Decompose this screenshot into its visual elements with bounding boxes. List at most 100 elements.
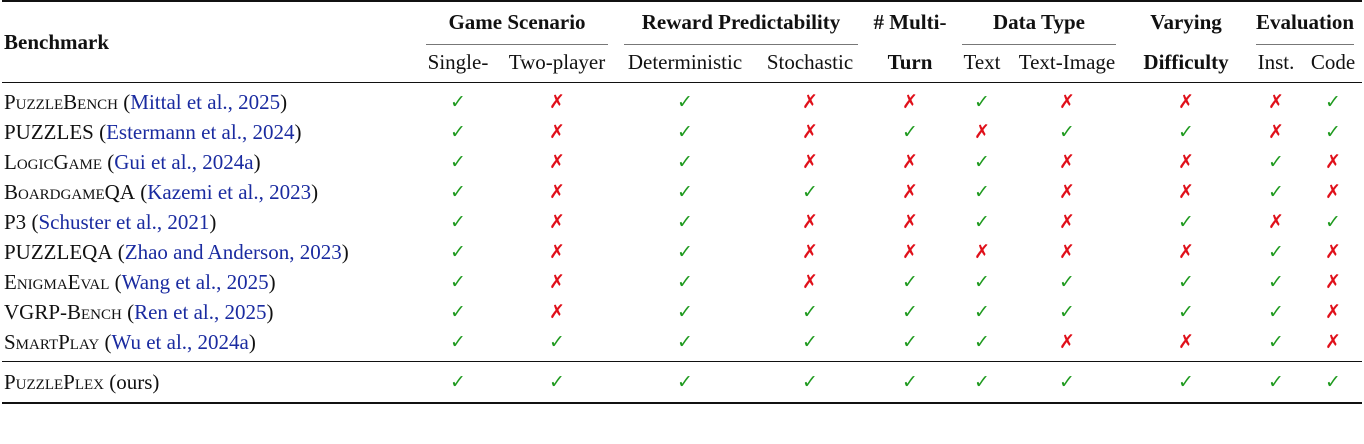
check-mark-icon: ✓ — [1325, 211, 1341, 233]
citation-link[interactable]: Estermann et al., 2024 — [106, 119, 295, 144]
cross-mark-icon: ✗ — [1059, 331, 1075, 353]
cross-mark-icon: ✗ — [1059, 91, 1075, 113]
cross-mark-icon: ✗ — [549, 271, 565, 293]
ours-row: PuzzlePlex (ours) ✓ ✓ ✓ ✓ ✓ ✓ ✓ ✓ ✓ ✓ — [2, 362, 1362, 403]
benchmark-name: PuzzlePlex — [4, 369, 104, 394]
evaluation-header: Evaluation — [1248, 2, 1362, 45]
table-row: SmartPlay (Wu et al., 2024a) ✓ ✓ ✓ ✓ ✓ ✓ ✗ ✗ ✓ ✗ — [2, 327, 1362, 362]
table-row: PUZZLES (Estermann et al., 2024) ✓ ✗ ✓ ✗ ✓ ✗ ✓ ✓… — [2, 117, 1362, 147]
check-mark-icon: ✓ — [549, 331, 565, 353]
benchmark-header: Benchmark — [4, 29, 109, 54]
benchmark-name-cell: BoardgameQA (Kazemi et al., 2023) — [2, 177, 418, 207]
check-mark-icon: ✓ — [677, 241, 693, 263]
cross-mark-icon: ✗ — [549, 151, 565, 173]
citation-paren-close: ) — [280, 89, 288, 114]
cross-mark-icon: ✗ — [1178, 241, 1194, 263]
table-row: BoardgameQA (Kazemi et al., 2023) ✓ ✗ ✓ ✓ ✗ ✓ ✗… — [2, 177, 1362, 207]
benchmark-name-cell: PuzzleBench (Mittal et al., 2025) — [2, 83, 418, 117]
reward-predictability-header: Reward Predictability — [616, 2, 866, 45]
cross-mark-icon: ✗ — [1268, 211, 1284, 233]
check-mark-icon: ✓ — [902, 121, 918, 143]
check-mark-icon: ✓ — [974, 151, 990, 173]
citation-link[interactable]: Gui et al., 2024a — [114, 149, 254, 174]
benchmark-name: PUZZLES — [4, 119, 94, 144]
citation-link[interactable]: Wu et al., 2024a — [111, 329, 249, 354]
citation-link[interactable]: Mittal et al., 2025 — [130, 89, 281, 114]
citation-link[interactable]: Ren et al., 2025 — [134, 299, 267, 324]
stochastic-header: Stochastic — [766, 49, 854, 74]
citation-paren-open: ( — [107, 149, 115, 174]
check-mark-icon: ✓ — [1325, 371, 1341, 393]
table-row: EnigmaEval (Wang et al., 2025) ✓ ✗ ✓ ✗ ✓ ✓ ✓ ✓ ✓ ✗ — [2, 267, 1362, 297]
citation-paren-open: ( — [123, 89, 131, 114]
cross-mark-icon: ✗ — [802, 211, 818, 233]
citation-paren-open: ( — [99, 119, 107, 144]
citation-paren-open: ( — [140, 179, 148, 204]
cross-mark-icon: ✗ — [549, 181, 565, 203]
citation-paren-open: ( — [114, 269, 122, 294]
citation-link[interactable]: Zhao and Anderson, 2023 — [124, 239, 342, 264]
cross-mark-icon: ✗ — [1059, 181, 1075, 203]
benchmark-name-cell: LogicGame (Gui et al., 2024a) — [2, 147, 418, 177]
benchmark-name: P3 — [4, 209, 27, 234]
check-mark-icon: ✓ — [1059, 301, 1075, 323]
cross-mark-icon: ✗ — [902, 211, 918, 233]
multi-turn-header: # Multi- — [873, 9, 947, 34]
cross-mark-icon: ✗ — [1325, 181, 1341, 203]
cross-mark-icon: ✗ — [1325, 271, 1341, 293]
check-mark-icon: ✓ — [974, 371, 990, 393]
check-mark-icon: ✓ — [677, 371, 693, 393]
benchmark-name-cell: P3 (Schuster et al., 2021) — [2, 207, 418, 237]
benchmark-name: PUZZLEQA — [4, 239, 113, 264]
cross-mark-icon: ✗ — [802, 271, 818, 293]
check-mark-icon: ✓ — [1268, 181, 1284, 203]
check-mark-icon: ✓ — [974, 331, 990, 353]
benchmark-name-cell: VGRP-Bench (Ren et al., 2025) — [2, 297, 418, 327]
check-mark-icon: ✓ — [677, 211, 693, 233]
check-mark-icon: ✓ — [1325, 91, 1341, 113]
cross-mark-icon: ✗ — [1178, 151, 1194, 173]
cross-mark-icon: ✗ — [1059, 211, 1075, 233]
cross-mark-icon: ✗ — [549, 301, 565, 323]
check-mark-icon: ✓ — [802, 371, 818, 393]
check-mark-icon: ✓ — [1059, 121, 1075, 143]
benchmark-name-cell: SmartPlay (Wu et al., 2024a) — [2, 327, 418, 362]
benchmark-name: SmartPlay — [4, 329, 100, 354]
check-mark-icon: ✓ — [450, 371, 466, 393]
cross-mark-icon: ✗ — [1325, 301, 1341, 323]
table-row: PuzzleBench (Mittal et al., 2025) ✓ ✗ ✓ ✗ ✗ ✓ ✗… — [2, 83, 1362, 117]
cross-mark-icon: ✗ — [1325, 151, 1341, 173]
text-header: Text — [963, 49, 1001, 74]
cross-mark-icon: ✗ — [902, 241, 918, 263]
benchmark-name-cell: PuzzlePlex (ours) — [2, 362, 418, 403]
cross-mark-icon: ✗ — [1059, 151, 1075, 173]
game-scenario-header: Game Scenario — [418, 2, 616, 45]
difficulty-header: Difficulty — [1143, 49, 1229, 74]
citation-link[interactable]: Schuster et al., 2021 — [38, 209, 210, 234]
check-mark-icon: ✓ — [902, 371, 918, 393]
comparison-table: Benchmark Game Scenario Reward Predictab… — [2, 0, 1362, 405]
check-mark-icon: ✓ — [1325, 121, 1341, 143]
two-player-header: Two-player — [508, 49, 606, 74]
check-mark-icon: ✓ — [677, 121, 693, 143]
single-header: Single- — [427, 49, 489, 74]
citation-link[interactable]: Kazemi et al., 2023 — [147, 179, 312, 204]
check-mark-icon: ✓ — [450, 271, 466, 293]
check-mark-icon: ✓ — [1178, 301, 1194, 323]
check-mark-icon: ✓ — [677, 181, 693, 203]
citation-paren-close: ) — [248, 329, 256, 354]
citation-paren-open: ( — [127, 299, 135, 324]
table-row: PUZZLEQA (Zhao and Anderson, 2023) ✓ ✗ ✓ ✗ ✗ ✗… — [2, 237, 1362, 267]
check-mark-icon: ✓ — [677, 151, 693, 173]
citation-link[interactable]: Wang et al., 2025 — [121, 269, 269, 294]
check-mark-icon: ✓ — [1268, 371, 1284, 393]
cross-mark-icon: ✗ — [802, 91, 818, 113]
check-mark-icon: ✓ — [974, 301, 990, 323]
check-mark-icon: ✓ — [802, 331, 818, 353]
check-mark-icon: ✓ — [677, 301, 693, 323]
cross-mark-icon: ✗ — [902, 151, 918, 173]
benchmark-name-cell: PUZZLES (Estermann et al., 2024) — [2, 117, 418, 147]
cross-mark-icon: ✗ — [549, 91, 565, 113]
check-mark-icon: ✓ — [1178, 271, 1194, 293]
citation-paren-close: ) — [266, 299, 274, 324]
